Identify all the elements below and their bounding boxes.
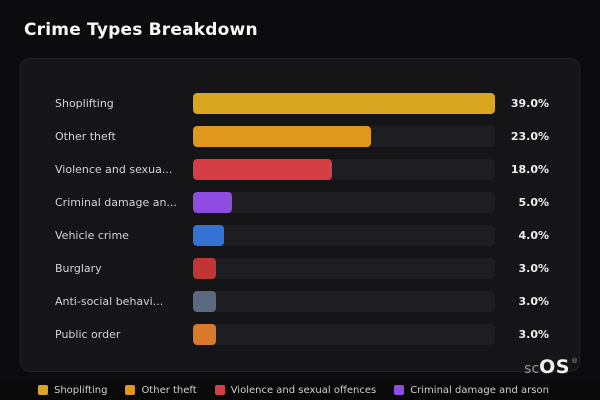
value-label: 18.0% [510, 163, 549, 176]
category-label: Violence and sexua... [55, 163, 173, 176]
legend-label: Violence and sexual offences [230, 384, 377, 396]
page-title: Crime Types Breakdown [24, 20, 258, 40]
chart-card: Shoplifting 39.0% Other theft 23.0% Violence… [20, 58, 580, 372]
bar-track [193, 225, 495, 246]
category-label: Anti-social behavi... [55, 295, 164, 308]
category-label: Shoplifting [55, 97, 114, 110]
legend-label: Shoplifting [54, 384, 108, 396]
bar-track [193, 126, 495, 147]
bar[interactable] [193, 126, 372, 147]
chart-legend: Shoplifting Other theft Violence and sexua… [0, 380, 600, 400]
legend-item[interactable]: Violence and sexual offences [214, 384, 377, 396]
category-label: Vehicle crime [55, 229, 129, 242]
chart-row: Other theft 23.0% [55, 126, 549, 147]
category-label: Criminal damage an... [55, 196, 177, 209]
category-label: Public order [55, 328, 121, 341]
legend-swatch-icon [214, 385, 225, 395]
legend-item[interactable]: Other theft [125, 384, 197, 396]
bar[interactable] [193, 324, 217, 345]
chart-row: Criminal damage an... 5.0% [55, 192, 549, 213]
legend-label: Other theft [141, 384, 197, 396]
chart-row: Public order 3.0% [55, 324, 549, 345]
value-label: 3.0% [518, 295, 549, 308]
bar-track [193, 291, 495, 312]
value-label: 4.0% [518, 229, 549, 242]
bar-track [193, 258, 495, 279]
bar[interactable] [193, 291, 217, 312]
bar-track [193, 93, 495, 114]
bar[interactable] [193, 192, 232, 213]
bar[interactable] [193, 225, 224, 246]
chart-row: Vehicle crime 4.0% [55, 225, 549, 246]
value-label: 23.0% [510, 130, 549, 143]
legend-item[interactable]: Shoplifting [38, 385, 107, 396]
bar[interactable] [193, 93, 495, 114]
chart-rows: Shoplifting 39.0% Other theft 23.0% Violence… [55, 93, 549, 345]
legend-label: Criminal damage and arson [410, 384, 549, 396]
bar-track [193, 192, 495, 213]
bar-track [193, 159, 495, 180]
category-label: Other theft [55, 130, 116, 143]
legend-swatch-icon [394, 385, 405, 395]
chart-row: Burglary 3.0% [55, 258, 549, 279]
value-label: 3.0% [518, 328, 549, 341]
value-label: 39.0% [510, 97, 549, 110]
bar-track [193, 324, 495, 345]
legend-swatch-icon [125, 385, 136, 395]
chart-row: Anti-social behavi... 3.0% [55, 291, 549, 312]
scos-logo: sc OS ® [524, 358, 578, 377]
bar[interactable] [193, 258, 217, 279]
category-label: Burglary [55, 262, 102, 275]
logo-registered-mark: ® [571, 357, 578, 365]
logo-prefix: sc [524, 361, 540, 377]
chart-row: Shoplifting 39.0% [55, 93, 549, 114]
value-label: 3.0% [518, 262, 549, 275]
chart-row: Violence and sexua... 18.0% [55, 159, 549, 180]
value-label: 5.0% [518, 196, 549, 209]
legend-swatch-icon [38, 385, 48, 395]
legend-item[interactable]: Criminal damage and arson [394, 385, 549, 396]
bar[interactable] [193, 159, 333, 180]
logo-main: OS [539, 356, 570, 378]
